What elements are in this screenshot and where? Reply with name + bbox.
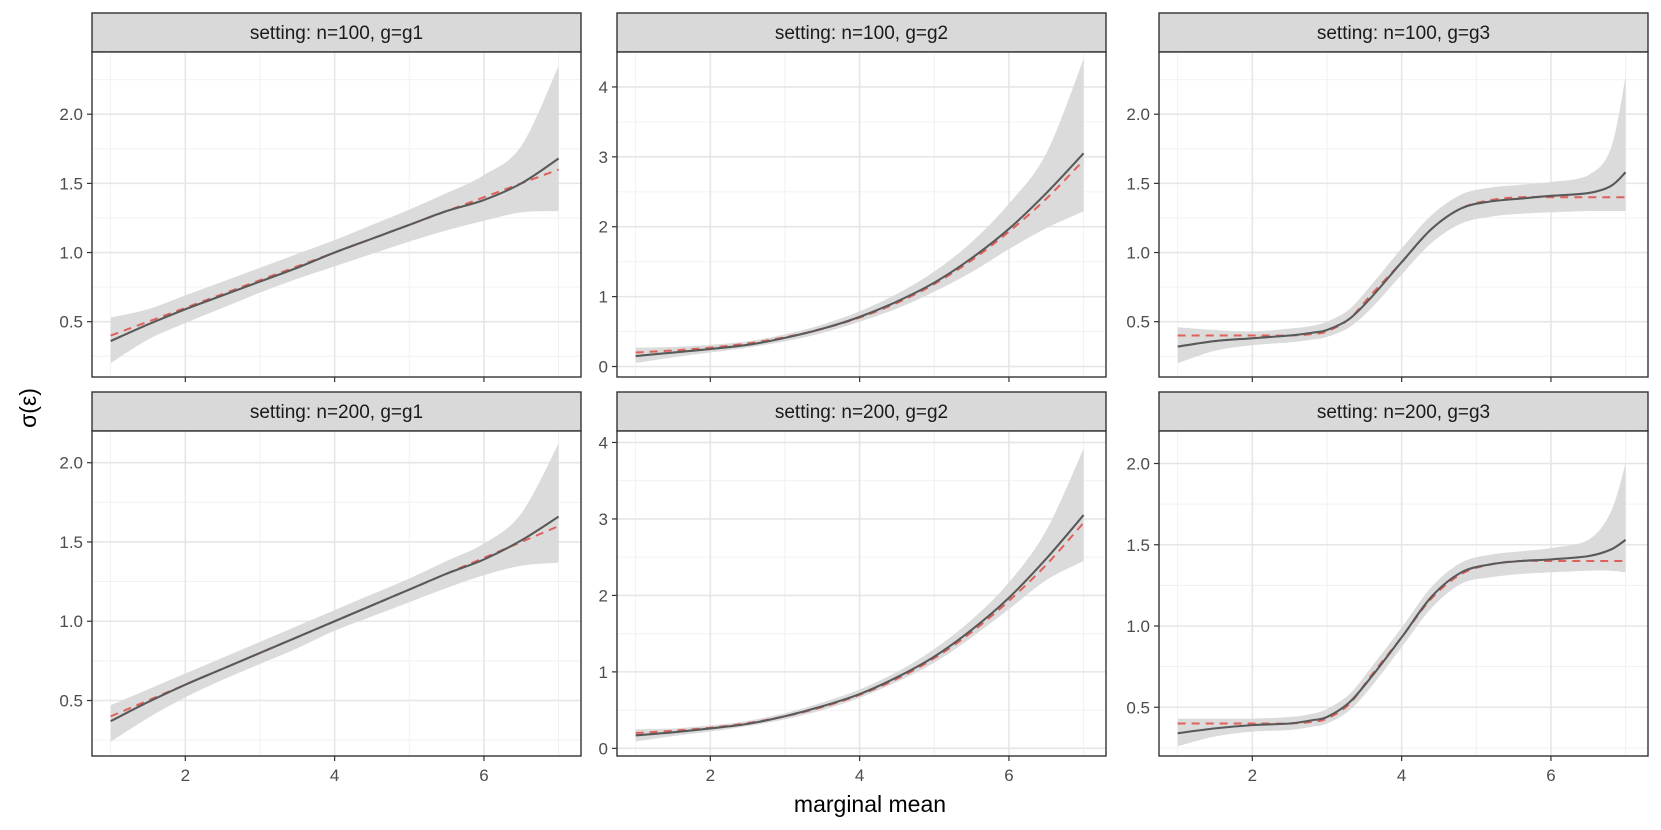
panel-border	[1158, 51, 1649, 378]
facet-panel: setting: n=200, g=g1 0.5 1.0 1.5 2.0 2 4 6	[59, 391, 582, 785]
y-tick-label: 0.5	[1126, 313, 1150, 332]
y-tick-label: 1.5	[59, 174, 83, 193]
y-tick-label: 2	[599, 586, 608, 605]
panel-background	[617, 431, 1106, 756]
estimate-line	[635, 152, 1085, 358]
x-tick-label: 2	[1248, 766, 1257, 785]
y-tick-label: 4	[599, 433, 608, 452]
facet-panel: setting: n=100, g=g2 0 1 2 3 4	[599, 12, 1107, 382]
y-tick-label: 1.5	[1126, 536, 1150, 555]
facet-strip-label: setting: n=100, g=g1	[250, 23, 423, 44]
x-tick-label: 6	[1546, 766, 1555, 785]
estimate-line	[1177, 539, 1627, 735]
y-tick-label: 1.5	[1126, 174, 1150, 193]
facet-strip	[1158, 12, 1649, 53]
y-tick-label: 2	[599, 218, 608, 237]
x-tick-label: 4	[330, 766, 339, 785]
panel-border	[616, 430, 1107, 757]
facet-strip-label: setting: n=100, g=g3	[1317, 23, 1490, 44]
x-tick-label: 6	[479, 766, 488, 785]
panel-border	[91, 51, 582, 378]
y-tick-label: 2.0	[1126, 455, 1150, 474]
facet-strip-label: setting: n=200, g=g2	[775, 402, 948, 423]
estimate-line	[110, 515, 560, 723]
panel-background	[1159, 52, 1648, 377]
y-tick-label: 0	[599, 739, 608, 758]
facet-strip-label: setting: n=200, g=g3	[1317, 402, 1490, 423]
y-tick-label: 2.0	[59, 454, 83, 473]
y-tick-label: 2.0	[59, 105, 83, 124]
y-tick-label: 1.5	[59, 533, 83, 552]
facet-panel: setting: n=200, g=g2 0 1 2 3 4 2 4 6	[599, 391, 1107, 785]
panel-background	[1159, 431, 1648, 756]
panel-border	[91, 430, 582, 757]
y-tick-label: 1.0	[59, 612, 83, 631]
estimate-line	[635, 514, 1085, 737]
y-tick-label: 0.5	[59, 692, 83, 711]
x-axis-title: marginal mean	[794, 791, 946, 817]
facet-strip	[1158, 391, 1649, 432]
estimate-line	[1177, 171, 1627, 348]
facet-panel: setting: n=200, g=g3 0.5 1.0 1.5 2.0 2 4 6	[1126, 391, 1649, 785]
x-tick-label: 6	[1004, 766, 1013, 785]
y-tick-label: 1.0	[59, 244, 83, 263]
y-tick-label: 0	[599, 358, 608, 377]
panel-border	[1158, 430, 1649, 757]
x-tick-label: 4	[855, 766, 864, 785]
y-tick-label: 3	[599, 510, 608, 529]
estimate-line	[110, 157, 560, 342]
panels: setting: n=100, g=g10.51.01.52.0setting:…	[59, 12, 1649, 785]
x-tick-label: 2	[706, 766, 715, 785]
y-tick-label: 1.0	[1126, 617, 1150, 636]
x-tick-label: 2	[181, 766, 190, 785]
confidence-band	[110, 65, 559, 364]
y-tick-label: 1	[599, 288, 608, 307]
facet-panel: setting: n=100, g=g3 0.5 1.0 1.5 2.0	[1126, 12, 1649, 382]
y-tick-label: 1	[599, 663, 608, 682]
y-tick-label: 3	[599, 148, 608, 167]
y-tick-label: 0.5	[1126, 698, 1150, 717]
y-tick-label: 2.0	[1126, 105, 1150, 124]
facet-panel: setting: n=100, g=g1 0.5 1.0 1.5 2.0	[59, 12, 582, 382]
facet-strip-label: setting: n=200, g=g1	[250, 402, 423, 423]
y-tick-label: 1.0	[1126, 244, 1150, 263]
confidence-band	[110, 443, 559, 742]
y-tick-label: 0.5	[59, 313, 83, 332]
y-tick-label: 4	[599, 78, 608, 97]
facet-strip	[91, 12, 582, 53]
panel-border	[616, 51, 1107, 378]
y-axis-title: σ(ε)	[15, 388, 41, 428]
x-tick-label: 4	[1397, 766, 1406, 785]
facet-strip	[91, 391, 582, 432]
facet-strip-label: setting: n=100, g=g2	[775, 23, 948, 44]
